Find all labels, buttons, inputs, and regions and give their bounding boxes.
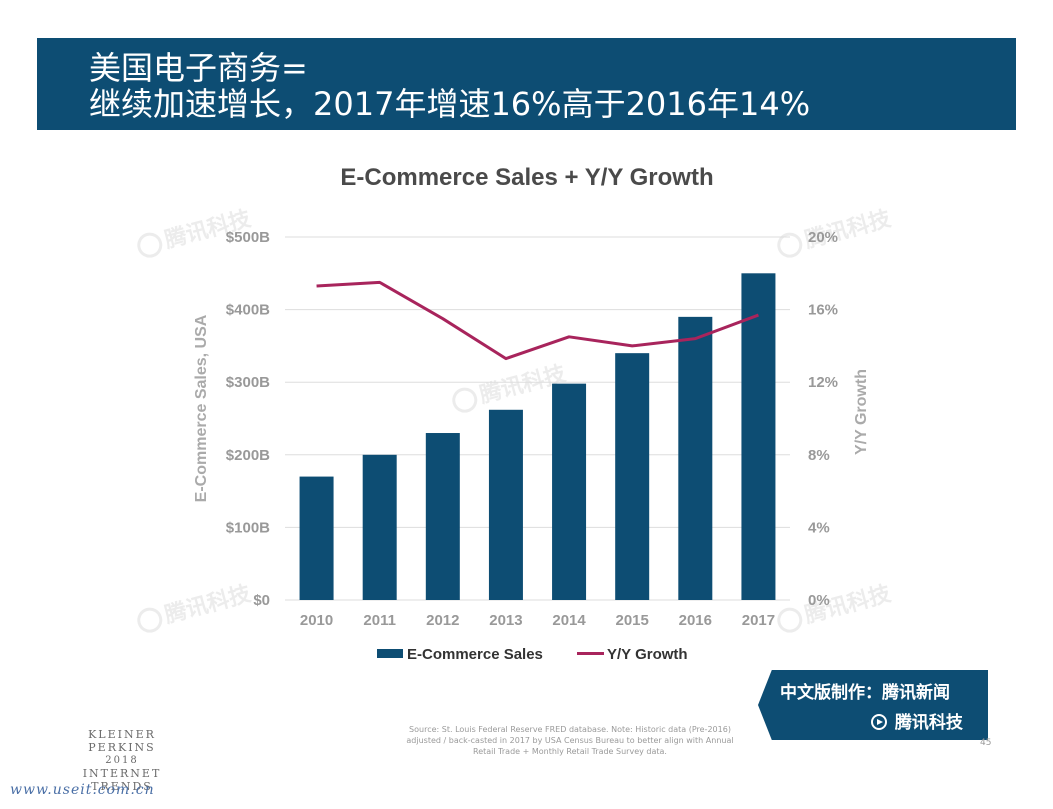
y-tick-label: $500B	[226, 229, 270, 246]
y-tick-label: $300B	[226, 374, 270, 391]
tencent-logo-icon	[871, 714, 887, 730]
legend-swatch-sales	[377, 649, 403, 658]
watermark-logo-icon	[452, 387, 478, 413]
watermark-logo-icon	[137, 607, 163, 633]
growth-line	[316, 280, 759, 361]
brand-name: KLEINER PERKINS	[88, 728, 156, 754]
page-number: 45	[980, 738, 992, 748]
y2-tick-label: 0%	[808, 592, 830, 609]
brand-year: 2018	[105, 755, 139, 766]
y2-tick-label: 4%	[808, 519, 830, 536]
y2-axis-title: Y/Y Growth	[853, 369, 870, 455]
header-banner: 美国电子商务= 继续加速增长，2017年增速16%高于2016年14%	[37, 38, 1016, 130]
y-tick-label: $100B	[226, 519, 270, 536]
y-axis-title: E-Commerce Sales, USA	[193, 314, 210, 502]
legend-label-sales: E-Commerce Sales	[407, 646, 543, 663]
y2-tick-label: 16%	[808, 302, 838, 319]
bar-2010	[299, 476, 334, 600]
badge-line-2: 腾讯科技	[871, 708, 963, 733]
y-tick-label: $400B	[226, 302, 270, 319]
y2-tick-label: 12%	[808, 374, 838, 391]
bar-2012	[425, 433, 460, 600]
watermark-logo-icon	[777, 607, 803, 633]
brand-subtitle: INTERNET TRENDS	[82, 767, 162, 793]
page-title-line-2: 继续加速增长，2017年增速16%高于2016年14%	[89, 85, 811, 123]
kleiner-perkins-logo: KLEINER PERKINS 2018 INTERNET TRENDS	[52, 728, 192, 793]
y2-tick-label: 20%	[808, 229, 838, 246]
watermark: 腾讯科技	[452, 361, 570, 413]
bar-2013	[488, 409, 523, 600]
source-note: Source: St. Louis Federal Reserve FRED d…	[406, 725, 734, 756]
watermark-logo-icon	[137, 232, 163, 258]
watermark: 腾讯科技	[777, 581, 895, 633]
badge-line-2-text: 腾讯科技	[894, 713, 963, 733]
badge-background	[758, 670, 988, 740]
y-tick-label: $0	[253, 592, 270, 609]
site-watermark: www.useit.com.cn	[10, 782, 155, 798]
x-tick-label: 2011	[363, 612, 396, 629]
badge-line-1: 中文版制作：腾讯新闻	[780, 678, 950, 703]
x-tick-label: 2014	[552, 612, 586, 629]
page-title-line-1: 美国电子商务=	[89, 49, 308, 87]
x-tick-label: 2017	[742, 612, 775, 629]
watermark-logo-icon	[777, 232, 803, 258]
bar-2017	[741, 273, 776, 600]
chart-title: E-Commerce Sales + Y/Y Growth	[340, 164, 713, 191]
x-tick-label: 2013	[489, 612, 522, 629]
watermark-text: 腾讯科技	[162, 581, 254, 628]
x-tick-label: 2010	[300, 612, 333, 629]
badge-line-1-text: 中文版制作：腾讯新闻	[780, 683, 950, 703]
page-title: 美国电子商务= 继续加速增长，2017年增速16%高于2016年14%	[89, 50, 810, 122]
bar-2016	[678, 316, 713, 600]
chinese-credit-badge: 中文版制作：腾讯新闻 腾讯科技	[758, 670, 988, 740]
watermark: 腾讯科技	[137, 581, 255, 633]
bar-2015	[615, 353, 650, 600]
legend-label-growth: Y/Y Growth	[607, 646, 688, 663]
x-tick-label: 2015	[616, 612, 649, 629]
x-tick-label: 2012	[426, 612, 459, 629]
bar-2014	[552, 383, 587, 600]
bar-2011	[362, 454, 397, 600]
x-tick-label: 2016	[679, 612, 712, 629]
y-tick-label: $200B	[226, 447, 270, 464]
y2-tick-label: 8%	[808, 447, 830, 464]
